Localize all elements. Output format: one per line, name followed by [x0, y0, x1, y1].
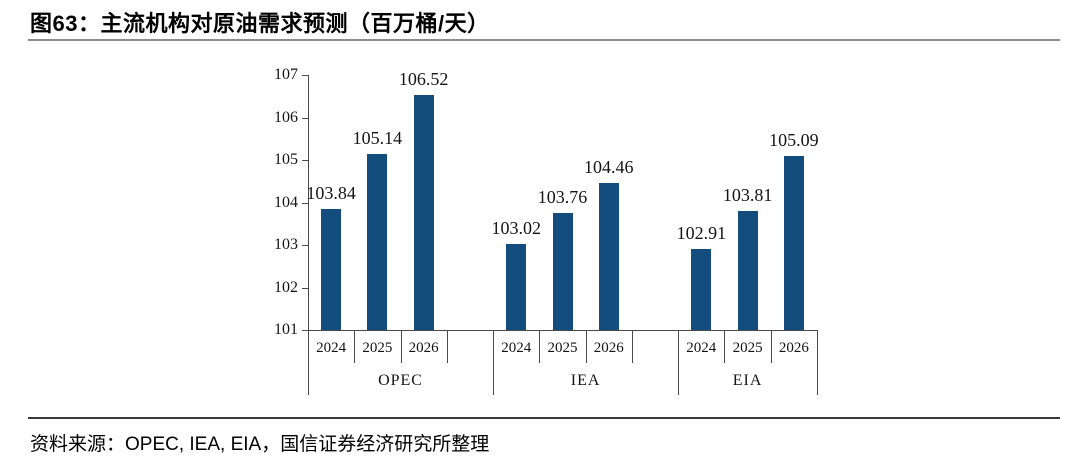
bar — [598, 182, 619, 330]
group-divider — [678, 330, 680, 395]
bar — [783, 156, 804, 330]
bar — [552, 212, 573, 330]
y-tick-mark — [302, 287, 308, 289]
y-tick-label: 102 — [274, 278, 298, 296]
y-tick-label: 101 — [274, 321, 298, 338]
year-divider — [724, 330, 726, 363]
x-year-label: 2025 — [732, 340, 763, 356]
bar — [506, 244, 527, 330]
y-axis-line — [308, 75, 309, 331]
y-tick-mark — [302, 160, 308, 161]
x-year-label: 2026 — [778, 340, 809, 356]
y-tick-mark — [302, 245, 308, 246]
year-divider — [400, 330, 402, 363]
bar-value-label: 103.81 — [722, 184, 773, 205]
x-year-label: 2024 — [316, 340, 347, 356]
year-divider — [631, 330, 633, 363]
title-divider — [28, 39, 1060, 41]
x-group-label: IEA — [570, 372, 601, 389]
group-divider — [493, 330, 495, 395]
x-year-label: 2025 — [547, 340, 578, 356]
y-tick-label: 107 — [274, 66, 298, 83]
x-axis-line — [308, 330, 818, 331]
group-divider — [308, 330, 309, 395]
bar — [737, 210, 758, 330]
year-divider — [770, 330, 772, 363]
footer-divider — [28, 417, 1060, 419]
bar — [321, 209, 342, 330]
bar-value-label: 105.09 — [769, 130, 819, 151]
y-tick-mark — [302, 202, 308, 204]
bar — [691, 248, 712, 330]
x-year-label: 2025 — [362, 340, 393, 356]
figure-title: 图63：主流机构对原油需求预测（百万桶/天） — [30, 11, 490, 36]
bar — [367, 154, 388, 330]
bar-value-label: 102.91 — [676, 222, 727, 243]
source-note: 资料来源：OPEC, IEA, EIA，国信证券经济研究所整理 — [30, 434, 490, 455]
year-divider — [446, 330, 448, 363]
x-year-label: 2024 — [501, 340, 532, 356]
y-tick-mark — [302, 75, 308, 76]
bar-value-label: 105.14 — [352, 128, 403, 149]
y-tick-label: 103 — [274, 236, 298, 253]
year-divider — [585, 330, 587, 363]
group-divider — [817, 330, 818, 395]
bar-value-label: 103.76 — [537, 186, 588, 207]
x-year-label: 2024 — [686, 340, 717, 356]
x-group-label: EIA — [732, 372, 763, 389]
x-group-label: OPEC — [378, 372, 423, 389]
y-tick-label: 104 — [274, 193, 298, 211]
bar-value-label: 103.02 — [491, 218, 541, 239]
bar-value-label: 104.46 — [584, 156, 634, 177]
y-tick-label: 105 — [274, 151, 298, 168]
bar-value-label: 103.84 — [306, 183, 356, 204]
year-divider — [354, 330, 356, 363]
y-tick-mark — [302, 330, 308, 331]
x-year-label: 2026 — [593, 340, 624, 356]
y-tick-label: 106 — [274, 108, 298, 126]
y-tick-mark — [302, 117, 308, 119]
year-divider — [539, 330, 541, 363]
bar — [413, 95, 434, 330]
x-year-label: 2026 — [408, 340, 439, 356]
bar-value-label: 106.52 — [398, 69, 449, 90]
